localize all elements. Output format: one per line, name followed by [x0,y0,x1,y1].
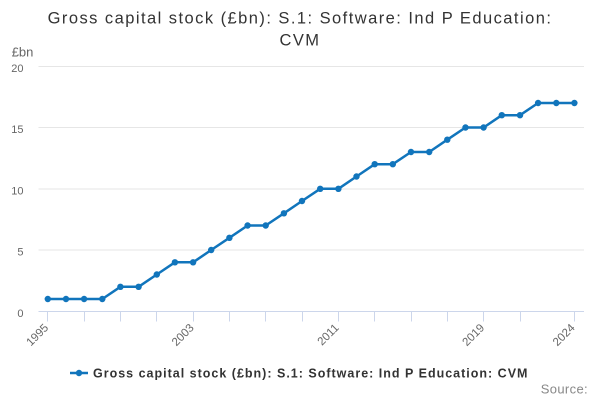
svg-text:Gross capital stock (£bn): S.1: Gross capital stock (£bn): S.1: Software… [48,10,553,28]
svg-text:5: 5 [17,247,23,259]
svg-text:0: 0 [17,308,23,320]
svg-text:10: 10 [11,186,23,198]
svg-text:Gross capital stock (£bn): S.1: Gross capital stock (£bn): S.1: Software… [93,367,528,381]
svg-text:CVM: CVM [279,32,320,50]
svg-text:Source:: Source: [541,382,588,397]
svg-text:15: 15 [11,124,23,136]
svg-text:£bn: £bn [12,45,34,60]
svg-text:20: 20 [11,63,23,75]
